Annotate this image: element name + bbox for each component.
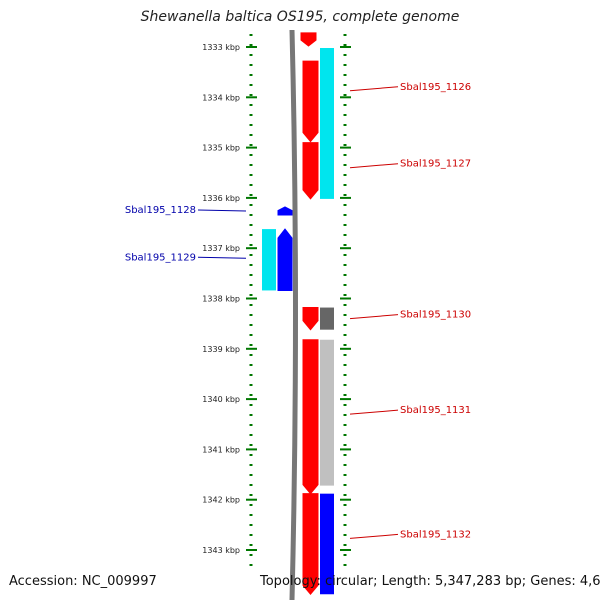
gene-label-line [197, 256, 247, 259]
axis-tick-label: 1334 kbp [202, 93, 240, 102]
axis-tick-label: 1342 kbp [202, 496, 240, 505]
gene-arrow [302, 142, 319, 200]
gene-label-line [197, 209, 247, 212]
gene-arrow [302, 339, 319, 495]
gene-label: Sbal195_1127 [400, 159, 471, 170]
axis-tick-label: 1338 kbp [202, 295, 240, 304]
gene-label: Sbal195_1129 [125, 252, 196, 263]
gene-arrow [302, 493, 319, 596]
gene-arrow [302, 60, 319, 143]
gene-label-line [349, 533, 399, 539]
gene-label: Sbal195_1131 [400, 405, 471, 416]
gene-label: Sbal195_1132 [400, 529, 471, 540]
gene-label: Sbal195_1130 [400, 310, 471, 321]
feature-bar [320, 493, 334, 595]
axis-tick-label: 1337 kbp [202, 244, 240, 253]
gene-arrow [277, 206, 293, 216]
axis-tick-label: 1336 kbp [202, 194, 240, 203]
gene-label-line [349, 409, 399, 415]
axis-tick-label: 1343 kbp [202, 546, 240, 555]
map-title: Shewanella baltica OS195, complete genom… [140, 9, 460, 25]
axis-tick-label: 1333 kbp [202, 43, 240, 52]
axis-tick-label: 1341 kbp [202, 445, 240, 454]
gene-arrow [277, 228, 293, 291]
gene-label-line [349, 314, 399, 320]
feature-bar [320, 48, 334, 199]
feature-bar [320, 339, 334, 486]
feature-bar [320, 307, 334, 330]
gene-label: Sbal195_1128 [125, 205, 196, 216]
gene-arrow-partial [300, 32, 317, 47]
gene-label: Sbal195_1126 [400, 82, 471, 93]
accession-text: Accession: NC_009997 [9, 574, 157, 589]
gene-label-line [349, 86, 399, 92]
gene-arrow [302, 307, 319, 331]
genome-stats-text: Topology: circular; Length: 5,347,283 bp… [260, 574, 600, 589]
genome-backbone [289, 29, 298, 600]
axis-tick-label: 1335 kbp [202, 144, 240, 153]
axis-tick-label: 1340 kbp [202, 395, 240, 404]
feature-bar [262, 229, 276, 291]
gene-label-line [349, 163, 399, 169]
axis-tick-label: 1339 kbp [202, 345, 240, 354]
